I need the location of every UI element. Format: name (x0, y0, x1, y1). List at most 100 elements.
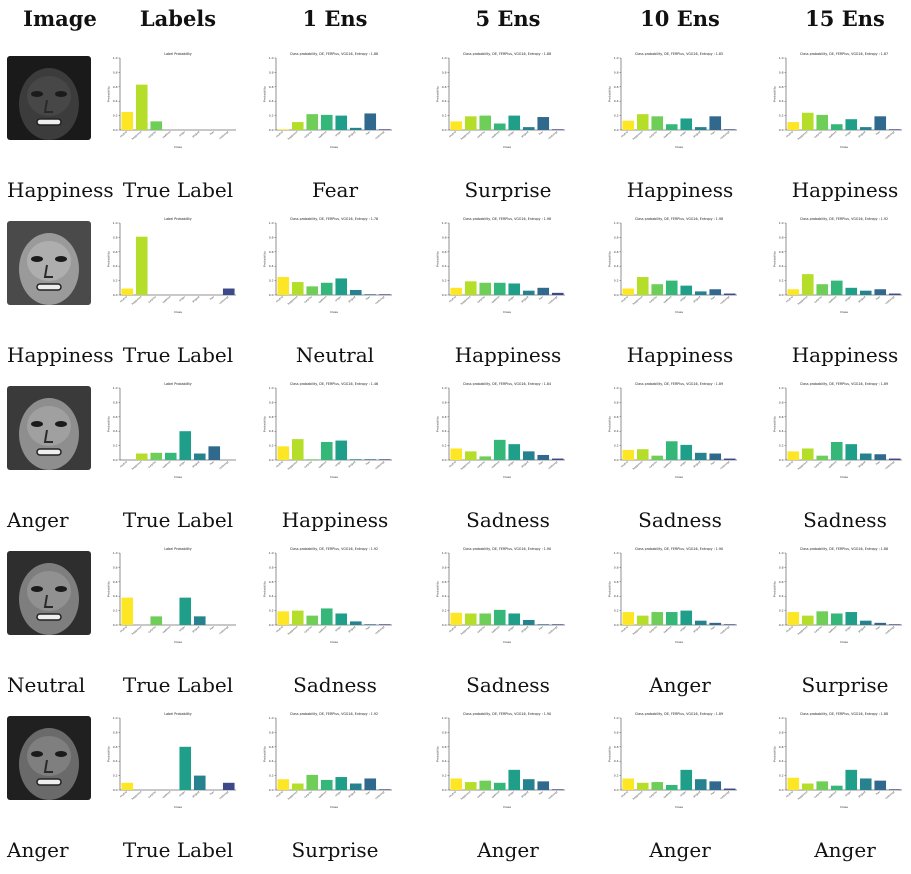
y-tick-label: 0.2 (113, 279, 118, 283)
cell-caption-r2-c2: Sadness (466, 508, 550, 532)
x-tick-label: happiness (797, 460, 809, 471)
x-tick-label: fear (365, 460, 371, 465)
x-tick-label: contempt (548, 295, 559, 305)
x-tick-label: surprise (304, 790, 314, 799)
bar-sadness (164, 452, 177, 460)
bar-disgust (694, 779, 707, 790)
x-tick-label: happiness (287, 130, 299, 141)
bar-anger (508, 283, 521, 295)
bar-contempt (551, 458, 564, 460)
y-tick-label: 0.2 (269, 279, 274, 283)
x-tick-label: contempt (219, 625, 230, 635)
face-thumbnail-0 (7, 56, 91, 140)
x-tick-label: neutral (785, 460, 794, 468)
x-tick-label: happiness (460, 790, 472, 801)
y-tick-label: 1.0 (269, 386, 274, 390)
x-tick-label: neutral (785, 625, 794, 633)
bar-chart-r3-c4: Class probability, DE, FERPlus, VGG16, E… (773, 547, 902, 644)
x-tick-label: happiness (460, 625, 472, 636)
y-axis-label: Probability (107, 416, 111, 432)
y-tick-label: 0.6 (269, 415, 274, 419)
y-tick-label: 0.4 (614, 759, 619, 763)
bar-contempt (888, 458, 901, 460)
bar-happiness (291, 282, 304, 295)
y-axis-label: Probability (773, 86, 777, 102)
cell-caption-r3-c3: Anger (649, 673, 711, 697)
bar-sadness (320, 442, 333, 460)
x-tick-label: surprise (477, 625, 487, 634)
x-tick-label: disgust (858, 790, 867, 798)
x-tick-label: disgust (693, 625, 702, 633)
x-axis-label: Class (330, 310, 338, 314)
x-tick-label: neutral (119, 130, 128, 138)
bar-happiness (636, 782, 649, 790)
y-tick-label: 0.8 (779, 730, 784, 734)
bar-happiness (291, 439, 304, 460)
x-tick-label: neutral (119, 625, 128, 633)
chart-title: Class probability, DE, FERPlus, VGG16, E… (800, 217, 888, 221)
face-thumbnail-3 (7, 551, 91, 635)
cell-caption-r0-c4: Happiness (791, 178, 899, 202)
bar-contempt (723, 624, 736, 625)
x-axis-label: Class (840, 310, 848, 314)
bar-neutral (277, 277, 290, 295)
bar-fear (709, 116, 722, 130)
bar-sadness (493, 609, 506, 625)
y-tick-label: 0.6 (269, 250, 274, 254)
bar-neutral (277, 446, 290, 460)
x-tick-label: anger (680, 295, 687, 302)
cell-caption-r4-c4: Anger (814, 838, 876, 862)
bar-disgust (522, 619, 535, 625)
x-tick-label: disgust (348, 130, 357, 138)
x-tick-label: disgust (521, 790, 530, 798)
bar-contempt (378, 129, 391, 130)
chart-title: Class probability, DE, FERPlus, VGG16, E… (463, 712, 551, 716)
x-tick-label: fear (875, 625, 881, 630)
x-tick-label: contempt (219, 295, 230, 305)
y-tick-label: 0.4 (113, 429, 118, 433)
x-tick-label: disgust (521, 130, 530, 138)
x-tick-label: sadness (318, 625, 328, 634)
x-tick-label: fear (875, 460, 881, 465)
true-label-1: Happiness (7, 343, 114, 367)
y-tick-label: 0.4 (614, 594, 619, 598)
x-tick-label: surprise (304, 130, 314, 139)
bar-sadness (830, 442, 843, 460)
bar-chart-r3-c3: Class probability, DE, FERPlus, VGG16, E… (608, 547, 737, 644)
y-tick-label: 0.6 (779, 415, 784, 419)
bar-anger (335, 777, 348, 790)
bar-chart-r1-c4: Class probability, DE, FERPlus, VGG16, E… (773, 217, 902, 314)
cell-caption-r0-c1: Fear (311, 178, 359, 202)
x-tick-label: surprise (477, 130, 487, 139)
y-tick-label: 0.6 (113, 745, 118, 749)
cell-caption-r1-c0: True Label (122, 343, 234, 367)
bar-sadness (665, 784, 678, 790)
y-tick-label: 0.4 (779, 264, 784, 268)
y-tick-label: 0.8 (614, 730, 619, 734)
x-tick-label: anger (335, 790, 342, 797)
bar-happiness (464, 281, 477, 295)
cell-caption-r1-c1: Neutral (295, 343, 375, 367)
x-tick-label: anger (335, 460, 342, 467)
chart-title: Class probability, DE, FERPlus, VGG16, E… (635, 52, 723, 56)
cell-caption-r3-c4: Surprise (801, 673, 889, 697)
true-label-2: Anger (7, 508, 69, 532)
y-tick-label: 1.0 (442, 386, 447, 390)
x-tick-label: disgust (858, 625, 867, 633)
bar-disgust (193, 616, 206, 625)
x-tick-label: disgust (693, 790, 702, 798)
x-tick-label: surprise (477, 790, 487, 799)
x-tick-label: sadness (491, 790, 501, 799)
bar-anger (179, 746, 192, 790)
x-tick-label: happiness (287, 460, 299, 471)
cell-caption-r0-c0: True Label (122, 178, 234, 202)
bar-surprise (651, 612, 664, 625)
cell-caption-r3-c2: Sadness (466, 673, 550, 697)
bar-sadness (493, 123, 506, 130)
bar-sadness (493, 282, 506, 295)
y-axis-label: Probability (263, 86, 267, 102)
y-axis-label: Probability (263, 746, 267, 762)
bar-contempt (723, 458, 736, 460)
bar-neutral (450, 287, 463, 295)
bar-surprise (651, 455, 664, 460)
